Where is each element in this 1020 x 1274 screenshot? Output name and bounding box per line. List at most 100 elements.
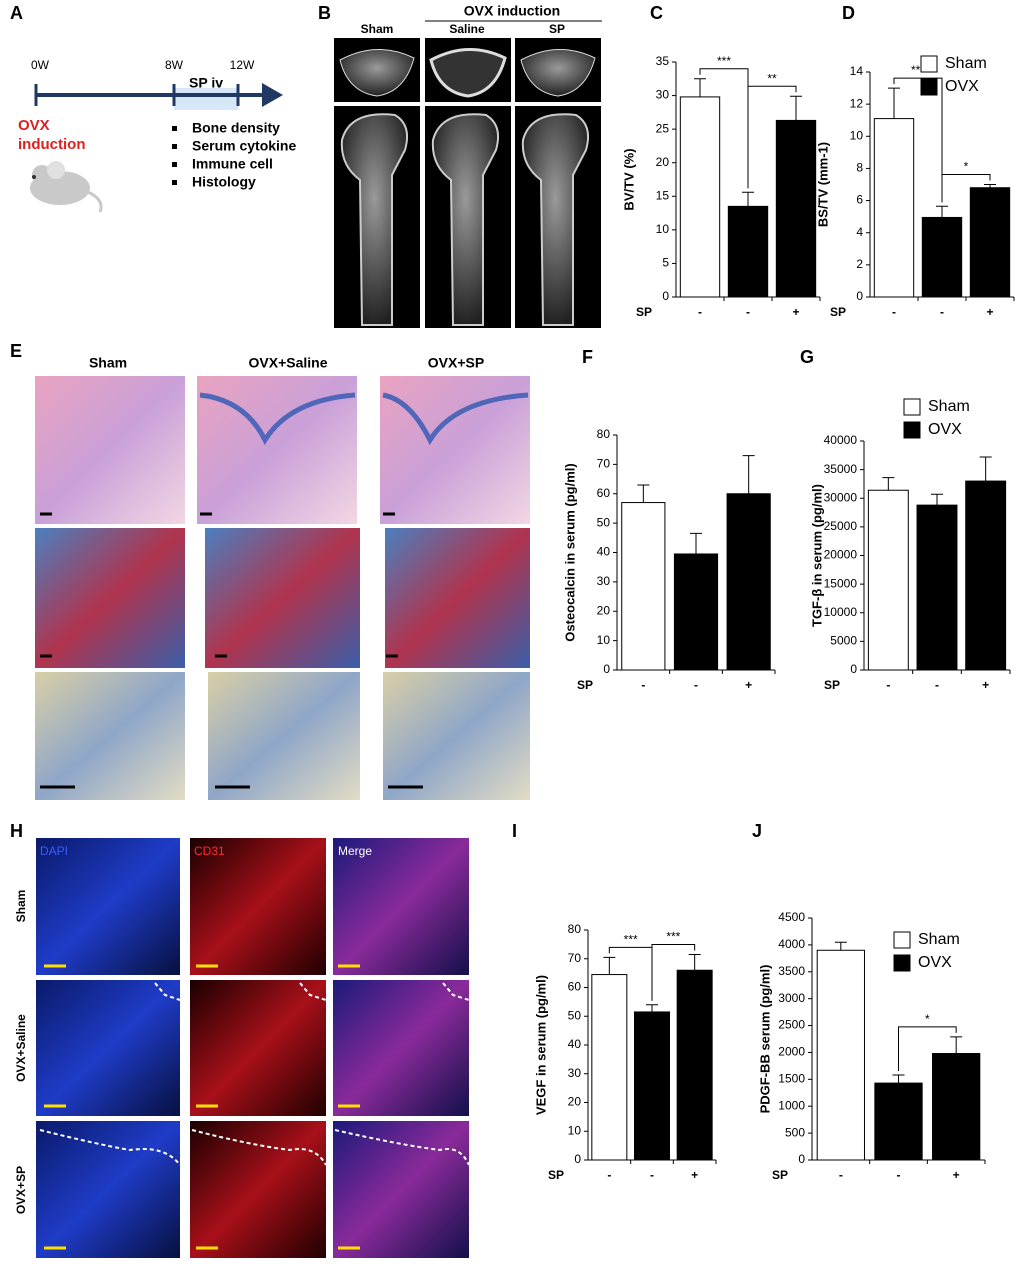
bar [873, 118, 915, 298]
histology-images [35, 376, 530, 800]
column-label: OVX+Saline [249, 355, 328, 371]
y-tick-label: 14 [850, 64, 864, 78]
channel-label: CD31 [194, 844, 225, 858]
y-tick-label: 20 [656, 155, 670, 169]
significance-bracket [898, 1026, 957, 1072]
group-label: OVX induction [464, 3, 560, 19]
y-tick-label: 8 [856, 161, 863, 175]
significance-bracket [941, 174, 991, 203]
y-tick-label: 10 [597, 633, 611, 647]
bar [816, 949, 865, 1161]
outcome: Bone density [192, 120, 280, 136]
bar [867, 489, 909, 671]
channel-label: DAPI [40, 844, 68, 858]
error-bar [950, 1036, 963, 1054]
y-tick-label: 2000 [778, 1045, 805, 1059]
x-tick-label: + [745, 678, 752, 692]
mouse-icon [30, 161, 103, 213]
bar [634, 1011, 670, 1161]
x-tick-label: + [982, 678, 989, 692]
error-bar [688, 953, 701, 971]
error-bar [931, 493, 943, 506]
x-tick-label: - [892, 305, 896, 319]
error-bar [882, 477, 895, 491]
outcome: Serum cytokine [192, 138, 296, 154]
x-tick-label: - [940, 305, 944, 319]
y-tick-label: 40 [597, 545, 611, 559]
legend-swatch [893, 954, 911, 972]
bar [726, 493, 771, 671]
x-tick-label: - [897, 1168, 901, 1182]
y-tick-label: 10000 [824, 605, 858, 619]
legend-label: Sham [918, 931, 960, 948]
y-tick-label: 25000 [824, 519, 858, 533]
bar [621, 502, 666, 671]
y-tick-label: 500 [785, 1125, 805, 1139]
y-tick-label: 1500 [778, 1072, 805, 1086]
error-bar [690, 532, 702, 554]
error-bar [834, 941, 847, 951]
significance-bracket [893, 77, 943, 203]
x-tick-label: + [986, 305, 993, 319]
y-tick-label: 0 [603, 662, 610, 676]
y-tick-label: 20000 [824, 548, 858, 562]
legend-swatch [920, 78, 938, 96]
error-bar [790, 95, 802, 121]
y-tick-label: 15 [656, 188, 670, 202]
legend-label: Sham [928, 398, 970, 415]
row-label: Sham [14, 890, 28, 923]
error-bar [888, 87, 900, 119]
panel-label: F [582, 347, 593, 367]
y-axis-label: BV/TV (%) [621, 148, 636, 210]
microct-images [334, 38, 601, 328]
significance-label: *** [666, 930, 680, 944]
y-tick-label: 15000 [824, 576, 858, 590]
y-tick-label: 10 [656, 222, 670, 236]
x-axis-label: SP [830, 305, 846, 319]
panel-label: J [752, 821, 762, 841]
legend-swatch [893, 931, 911, 949]
error-bar [637, 484, 650, 503]
x-tick-label: - [650, 1168, 654, 1182]
bar [676, 969, 713, 1161]
y-tick-label: 0 [850, 662, 857, 676]
error-bar [742, 191, 754, 207]
bar [874, 1082, 923, 1161]
y-tick-label: 4500 [778, 910, 805, 924]
panel-label: A [10, 3, 23, 23]
panel-label: D [842, 3, 855, 23]
bar [673, 553, 719, 671]
x-tick-label: - [607, 1168, 611, 1182]
y-tick-label: 70 [597, 457, 611, 471]
y-tick-label: 5 [662, 256, 669, 270]
week-label: 12W [230, 58, 255, 72]
legend-label: OVX [918, 954, 952, 971]
x-tick-label: - [935, 678, 939, 692]
x-tick-label: - [698, 305, 702, 319]
outcome-list [172, 126, 177, 185]
error-bar [984, 184, 996, 188]
y-tick-label: 70 [568, 951, 582, 965]
x-tick-label: + [953, 1168, 960, 1182]
y-tick-label: 40000 [824, 433, 858, 447]
y-tick-label: 2 [856, 257, 863, 271]
y-tick-label: 50 [568, 1008, 582, 1022]
bar [965, 480, 1007, 671]
bar [969, 187, 1011, 298]
y-axis-label: VEGF in serum (pg/ml) [533, 975, 548, 1115]
y-tick-label: 60 [568, 980, 582, 994]
bar [775, 119, 817, 298]
x-tick-label: - [839, 1168, 843, 1182]
bar [591, 974, 628, 1161]
y-tick-label: 0 [574, 1152, 581, 1166]
y-axis-label: PDGF-BB serum (pg/ml) [757, 965, 772, 1114]
y-tick-label: 6 [856, 193, 863, 207]
panel-label: E [10, 341, 22, 361]
significance-bracket [651, 943, 696, 1001]
y-tick-label: 0 [856, 289, 863, 303]
y-tick-label: 80 [597, 427, 611, 441]
x-axis-label: SP [577, 678, 593, 692]
y-tick-label: 30 [656, 88, 670, 102]
panel-label: B [318, 3, 331, 23]
